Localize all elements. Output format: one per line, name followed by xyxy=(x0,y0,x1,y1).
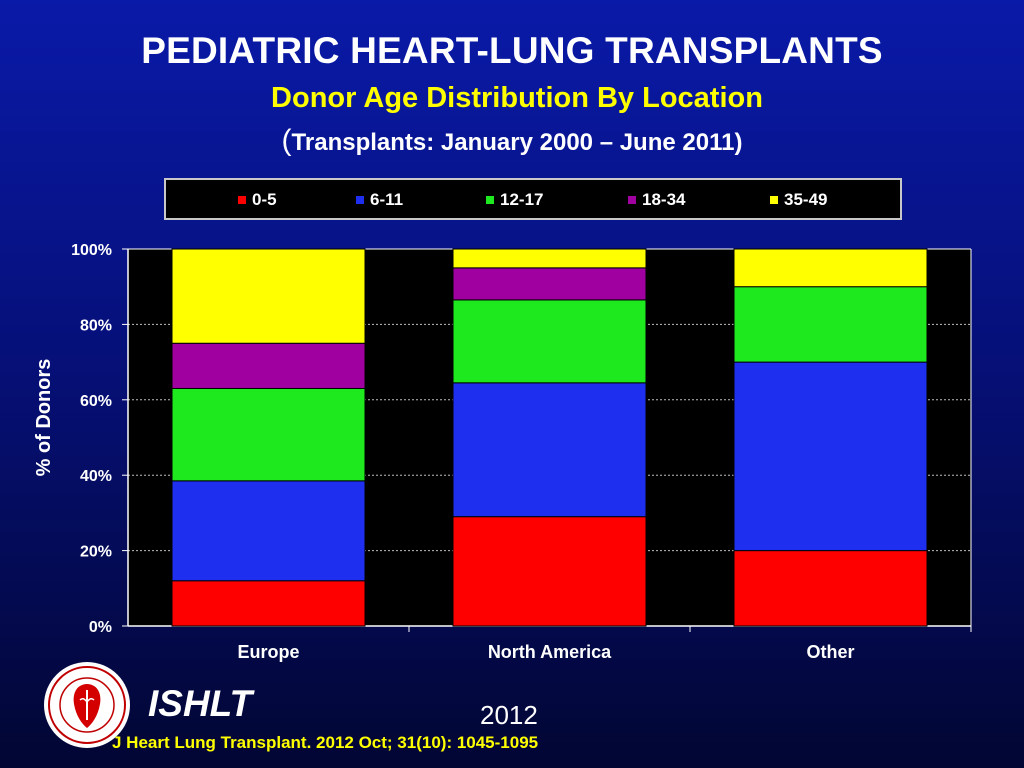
legend-label: 35-49 xyxy=(784,190,828,209)
legend-label: 12-17 xyxy=(500,190,544,209)
period-label: (Transplants: January 2000 – June 2011) xyxy=(0,124,1024,158)
legend-item-35-49: 35-49 xyxy=(770,190,827,210)
bar-segment-6-11-other xyxy=(733,361,928,552)
bar-segment-18-34-europe xyxy=(171,342,366,389)
period-open-paren: ( xyxy=(281,124,292,157)
legend-swatch xyxy=(770,196,778,204)
bar-segment-0-5-north-america xyxy=(452,516,647,627)
x-tick-label: North America xyxy=(488,642,612,662)
bar-segment-12-17-north-america xyxy=(452,299,647,384)
bar-segment-0-5-other xyxy=(733,550,928,627)
y-tick-label: 40% xyxy=(80,468,112,485)
y-tick-label: 20% xyxy=(80,544,112,561)
legend-swatch xyxy=(356,196,364,204)
period-text: Transplants: January 2000 – June 2011) xyxy=(291,129,743,156)
y-axis-label: % of Donors xyxy=(33,359,55,477)
legend-label: 6-11 xyxy=(370,190,404,209)
page-title: PEDIATRIC HEART-LUNG TRANSPLANTS xyxy=(141,30,883,71)
legend-swatch xyxy=(628,196,636,204)
chart-legend: 0-5 6-11 12-17 18-34 35-49 xyxy=(164,178,902,220)
legend-item-0-5: 0-5 xyxy=(238,190,277,210)
ishlt-logo-icon xyxy=(44,662,130,748)
bar-segment-35-49-north-america xyxy=(452,248,647,269)
y-tick-label: 0% xyxy=(89,619,112,636)
bar-segment-0-5-europe xyxy=(171,580,366,627)
legend-item-6-11: 6-11 xyxy=(356,190,403,210)
y-tick-label: 80% xyxy=(80,317,112,334)
legend-swatch xyxy=(238,196,246,204)
citation: J Heart Lung Transplant. 2012 Oct; 31(10… xyxy=(112,733,539,752)
year-label: 2012 xyxy=(480,700,538,730)
bar-segment-35-49-other xyxy=(733,248,928,288)
page-subtitle: Donor Age Distribution By Location xyxy=(271,82,763,114)
bar-segment-35-49-europe xyxy=(171,248,366,344)
y-tick-label: 100% xyxy=(71,242,112,259)
legend-swatch xyxy=(486,196,494,204)
y-tick-label: 60% xyxy=(80,393,112,410)
bar-segment-6-11-europe xyxy=(171,480,366,582)
legend-label: 0-5 xyxy=(252,190,277,209)
bar-segment-12-17-europe xyxy=(171,387,366,482)
x-tick-label: Other xyxy=(806,642,854,662)
bar-segment-18-34-north-america xyxy=(452,267,647,301)
legend-item-18-34: 18-34 xyxy=(628,190,685,210)
ishlt-label: ISHLT xyxy=(148,683,253,724)
bar-segment-6-11-north-america xyxy=(452,382,647,518)
x-tick-label: Europe xyxy=(237,642,299,662)
bar-segment-12-17-other xyxy=(733,286,928,363)
legend-label: 18-34 xyxy=(642,190,686,209)
legend-item-12-17: 12-17 xyxy=(486,190,543,210)
